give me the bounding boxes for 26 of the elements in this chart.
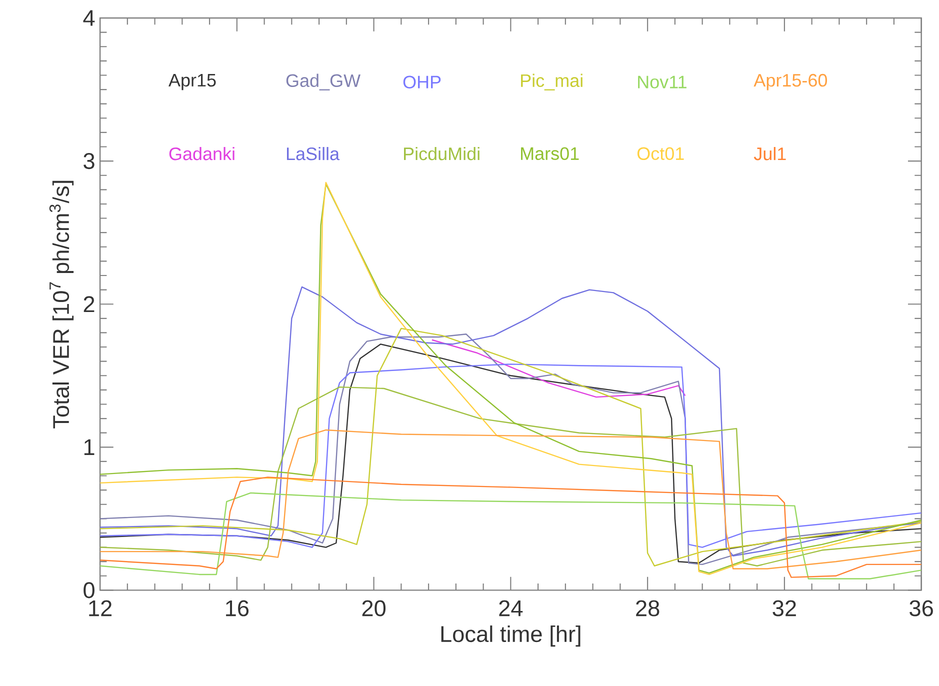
- text: Oct01: [637, 147, 684, 160]
- text: Mars01: [521, 147, 579, 160]
- text: Gad_GW: [286, 74, 360, 90]
- text: Nov11: [638, 76, 686, 88]
- y-tick-label: 3: [84, 152, 94, 169]
- text: OHP: [403, 76, 441, 88]
- text: PicduMidi: [404, 146, 480, 160]
- text: Apr15: [168, 74, 216, 90]
- y-tick-label: 0: [84, 582, 94, 598]
- text: Jul1: [754, 146, 786, 160]
- text: LaSilla: [286, 146, 340, 160]
- x-tick-label: 32: [772, 600, 796, 616]
- x-tick-label: 28: [636, 600, 660, 616]
- x-tick-label: 36: [910, 600, 933, 616]
- x-tick-label: 12: [89, 600, 112, 616]
- x-tick-label: 20: [362, 600, 386, 616]
- y-axis-title: Total VER [10$^{7}$ ph/cm$^{3}$/s]: [49, 180, 74, 428]
- y-tick-label: 2: [84, 296, 94, 312]
- text: Pic_mai: [521, 74, 582, 90]
- x-axis-title: Local time [hr]: [441, 625, 580, 646]
- x-tick-label: 24: [499, 600, 523, 616]
- y-tick-label: 4: [83, 10, 95, 26]
- y-tick-label: 1: [84, 439, 94, 455]
- text: Apr15-60: [754, 74, 827, 90]
- text: Gadanki: [169, 146, 234, 160]
- x-tick-label: 16: [226, 600, 249, 616]
